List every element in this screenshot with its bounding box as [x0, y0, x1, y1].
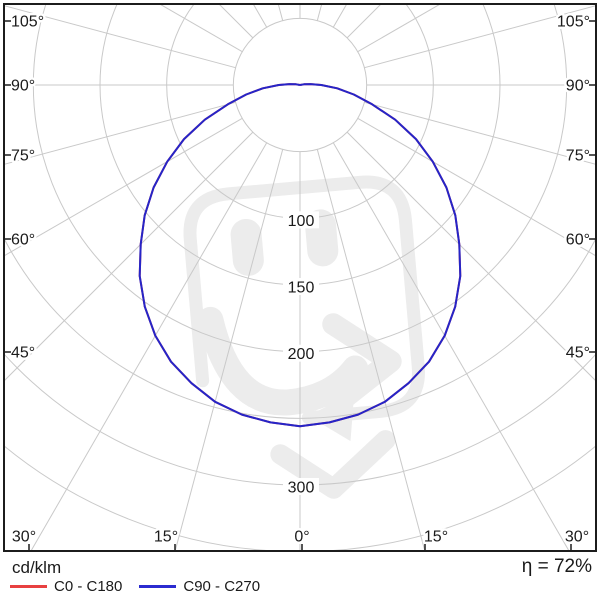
intensity-curves: [138, 83, 462, 428]
svg-text:105°: 105°: [11, 14, 44, 31]
legend-label-c90-c270: C90 - C270: [183, 578, 261, 595]
legend-line-red: [10, 585, 47, 588]
svg-text:60°: 60°: [11, 232, 35, 249]
radial-value-labels: 100 150 200 300: [283, 210, 319, 499]
svg-text:100: 100: [288, 213, 315, 230]
plot-frame: [3, 3, 597, 552]
legend-label-c0-c180: C0 - C180: [54, 578, 123, 595]
svg-text:200: 200: [288, 346, 315, 363]
photometric-polar-chart: 100 150 200 300 105° 90° 75° 60° 45° 45° 60° 75° 90°…: [3, 3, 597, 552]
angle-labels: 105° 90° 75° 60° 45° 45° 60° 75° 90° 105° 30° 15° 0°…: [9, 11, 593, 548]
svg-text:45°: 45°: [11, 345, 35, 362]
legend-line-blue: [139, 585, 177, 588]
svg-text:105°: 105°: [557, 14, 590, 31]
svg-text:75°: 75°: [566, 148, 590, 165]
units-label: cd/klm: [12, 558, 62, 577]
legend-item-c0-c180: C0 - C180: [10, 578, 122, 595]
curve-c90-c270: [138, 83, 462, 428]
plot-area: 100 150 200 300 105° 90° 75° 60° 45° 45° 60° 75° 90°…: [4, 4, 596, 551]
svg-text:60°: 60°: [566, 232, 590, 249]
svg-text:30°: 30°: [12, 529, 36, 546]
svg-text:90°: 90°: [11, 78, 35, 95]
frame-ticks: [5, 20, 595, 550]
svg-text:0°: 0°: [294, 529, 309, 546]
svg-text:30°: 30°: [565, 529, 589, 546]
footer: cd/klm η = 72% C0 - C180 C90 - C270: [0, 552, 600, 600]
legend-item-c90-c270: C90 - C270: [139, 578, 260, 595]
svg-text:75°: 75°: [11, 148, 35, 165]
svg-text:90°: 90°: [566, 78, 590, 95]
svg-text:15°: 15°: [154, 529, 178, 546]
svg-text:15°: 15°: [424, 529, 448, 546]
svg-text:45°: 45°: [566, 345, 590, 362]
svg-text:300: 300: [288, 480, 315, 497]
legend: C0 - C180 C90 - C270: [10, 578, 277, 595]
svg-text:150: 150: [288, 280, 315, 297]
efficiency-text: η = 72%: [521, 556, 592, 577]
